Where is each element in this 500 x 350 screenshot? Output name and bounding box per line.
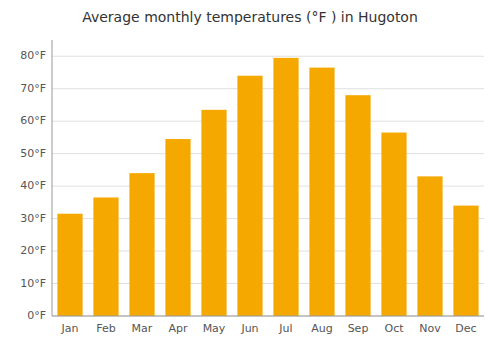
y-tick-label: 0°F [27,309,46,322]
y-tick-label: 10°F [20,277,46,290]
bar [309,68,334,316]
bar [417,176,442,316]
grid [52,56,484,316]
x-axis: Jan Feb Mar Apr May Jun Jul Aug Sep Oct Nov Dec [52,316,484,335]
bar [345,95,370,316]
bar [129,173,154,316]
x-tick-label: Aug [311,322,332,335]
x-tick-label: Nov [419,322,441,335]
grid-line [52,88,484,89]
x-tick-label: Mar [132,322,153,335]
bars [57,58,478,316]
bar [273,58,298,316]
y-tick-label: 30°F [20,212,46,225]
grid-line [52,121,484,122]
x-tick-label: Sep [348,322,369,335]
title: Average monthly temperatures (°F ) in Hu… [82,9,418,25]
bar [57,214,82,316]
y-tick-label: 20°F [20,244,46,257]
bar [381,133,406,316]
y-tick-label: 70°F [20,82,46,95]
x-tick-label: May [203,322,226,335]
y-tick-label: 40°F [20,179,46,192]
x-tick-label: Dec [455,322,476,335]
y-tick-label: 50°F [20,147,46,160]
y-axis: 0°F 10°F 20°F 30°F 40°F 50°F 60°F 70°F 80°F [20,40,52,322]
x-tick-label: Oct [384,322,404,335]
bar [165,139,190,316]
grid-line [52,56,484,57]
grid-line [52,316,484,317]
chart: Average monthly temperatures (°F ) in Hu… [0,0,500,350]
x-tick-label: Apr [168,322,188,335]
x-tick-label: Jul [278,322,292,335]
bar [237,76,262,316]
y-tick-label: 60°F [20,114,46,127]
x-tick-label: Jun [240,322,258,335]
y-tick-label: 80°F [20,49,46,62]
x-axis-line [52,316,484,317]
bar [453,206,478,316]
bar [93,197,118,316]
grid-line [52,153,484,154]
y-axis-line [52,40,53,316]
bar [201,110,226,316]
x-tick-label: Jan [61,322,79,335]
x-tick-label: Feb [96,322,115,335]
